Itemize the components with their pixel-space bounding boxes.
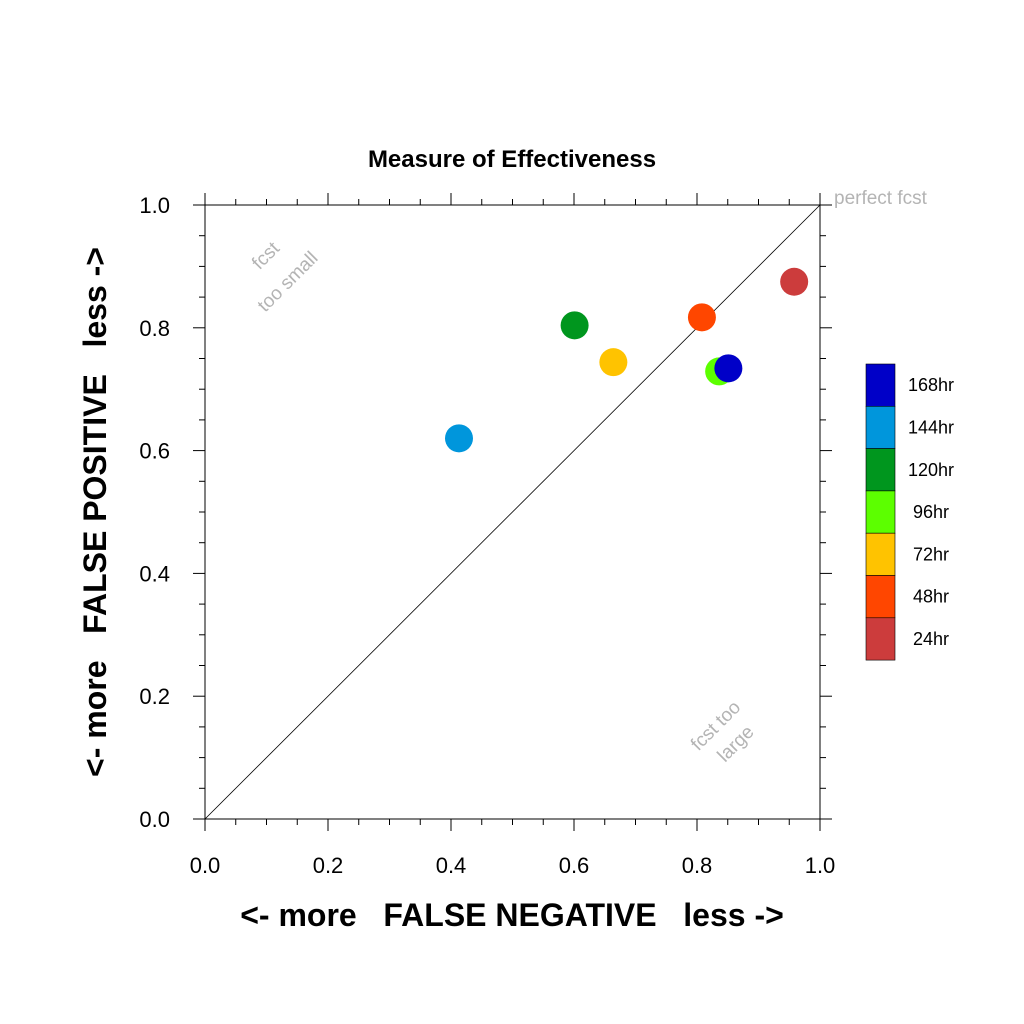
annotation-too-small-line1: fcst [248,238,284,274]
legend-label-48hr: 48hr [913,587,949,607]
x-tick-label: 1.0 [805,853,836,878]
chart-title: Measure of Effectiveness [368,146,656,173]
legend-swatch-48hr [865,575,896,619]
point-48hr [687,303,716,332]
legend-swatch-168hr [865,363,896,407]
legend-label-72hr: 72hr [913,544,949,564]
x-tick-label: 0.4 [436,853,467,878]
x-tick-label: 0.6 [559,853,590,878]
y-tick-label: 0.6 [139,439,170,464]
legend-label-168hr: 168hr [908,375,954,395]
x-axis-label: <- more FALSE NEGATIVE less -> [240,897,784,933]
y-tick-label: 0.2 [139,684,170,709]
x-tick-label: 0.0 [190,853,221,878]
point-120hr [560,311,589,340]
legend-swatch-24hr [865,617,896,661]
perfect-forecast-line [204,204,821,820]
legend-swatch-72hr [865,532,896,576]
legend-label-144hr: 144hr [908,417,954,437]
legend-label-120hr: 120hr [908,460,954,480]
point-168hr [714,354,743,383]
plot-area: 0.0 0.0 0.2 0.2 0.4 0.4 0.6 0.6 0.8 0.8 1.0 1.0 [139,193,835,878]
x-tick-label: 0.8 [682,853,713,878]
point-24hr [780,267,809,296]
legend-label-24hr: 24hr [913,629,949,649]
y-tick-label: 0.0 [139,807,170,832]
legend-swatch-144hr [865,405,896,449]
point-72hr [599,348,628,377]
x-tick-label: 0.2 [313,853,344,878]
point-144hr [444,424,473,453]
y-tick-label: 1.0 [139,193,170,218]
y-axis-label: <- more FALSE POSITIVE less -> [77,247,113,777]
legend: 168hr 144hr 120hr 96hr 72hr 48hr 24hr [865,363,954,661]
legend-label-96hr: 96hr [913,502,949,522]
y-tick-label: 0.8 [139,316,170,341]
y-tick-label: 0.4 [139,561,170,586]
legend-swatch-96hr [865,490,896,534]
legend-swatch-120hr [865,448,896,492]
annotation-perfect-fcst: perfect fcst [834,188,928,209]
